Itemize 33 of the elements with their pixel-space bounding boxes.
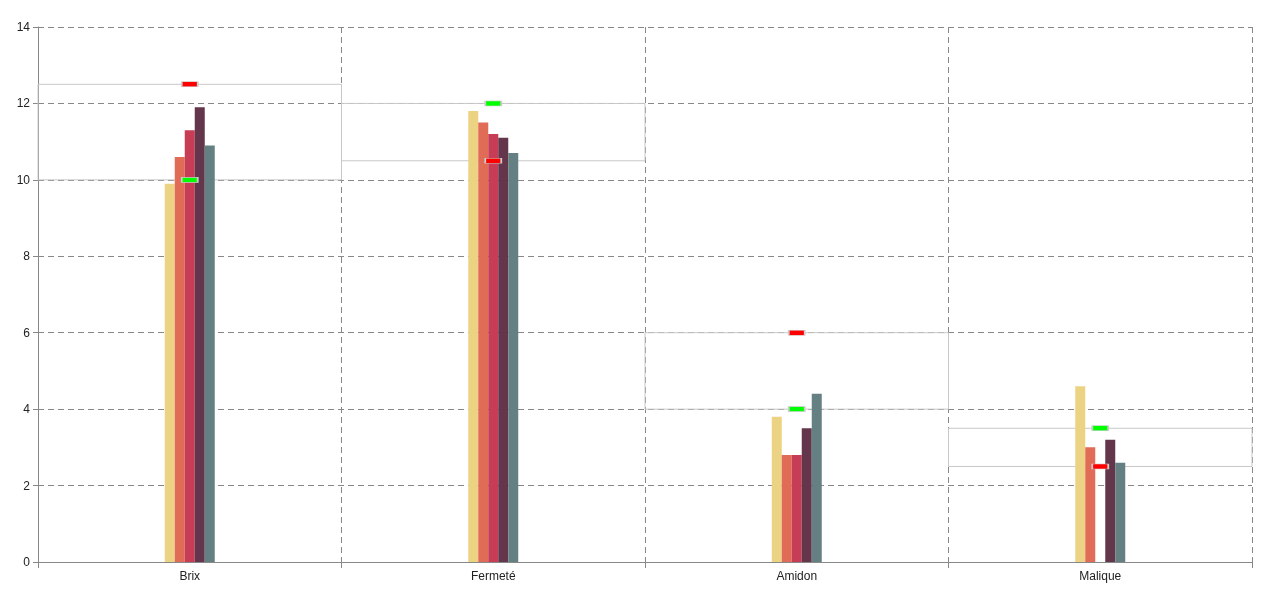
bar (204, 145, 215, 562)
bar (478, 122, 489, 562)
y-tick-label: 12 (16, 96, 31, 111)
x-tick-label: Brix (179, 569, 201, 583)
y-tick-label: 0 (23, 555, 31, 569)
bar (1105, 439, 1116, 562)
bar (948, 427, 1253, 467)
bar (644, 332, 949, 410)
bar (781, 455, 792, 562)
y-tick-label: 10 (16, 172, 31, 187)
bar (771, 416, 782, 562)
x-tick-label: Amidon (776, 569, 818, 583)
bar (811, 393, 822, 562)
bar (164, 183, 175, 562)
bar (1085, 447, 1096, 562)
y-tick-label: 4 (23, 402, 31, 417)
bar (194, 107, 205, 562)
bar (468, 111, 479, 562)
bar (498, 137, 509, 562)
bar (791, 455, 802, 562)
bar (174, 156, 185, 562)
x-tick-label: Fermeté (470, 569, 516, 583)
bar (1115, 462, 1126, 562)
y-tick-label: 14 (16, 20, 31, 34)
bar (801, 428, 812, 562)
y-tick-label: 8 (23, 249, 31, 264)
y-tick-label: 6 (23, 325, 31, 340)
bar (1075, 386, 1086, 562)
y-tick-label: 2 (23, 478, 31, 493)
x-tick-label: Malique (1079, 569, 1122, 583)
bar (508, 153, 519, 562)
bar (184, 130, 195, 562)
bar (488, 134, 499, 562)
